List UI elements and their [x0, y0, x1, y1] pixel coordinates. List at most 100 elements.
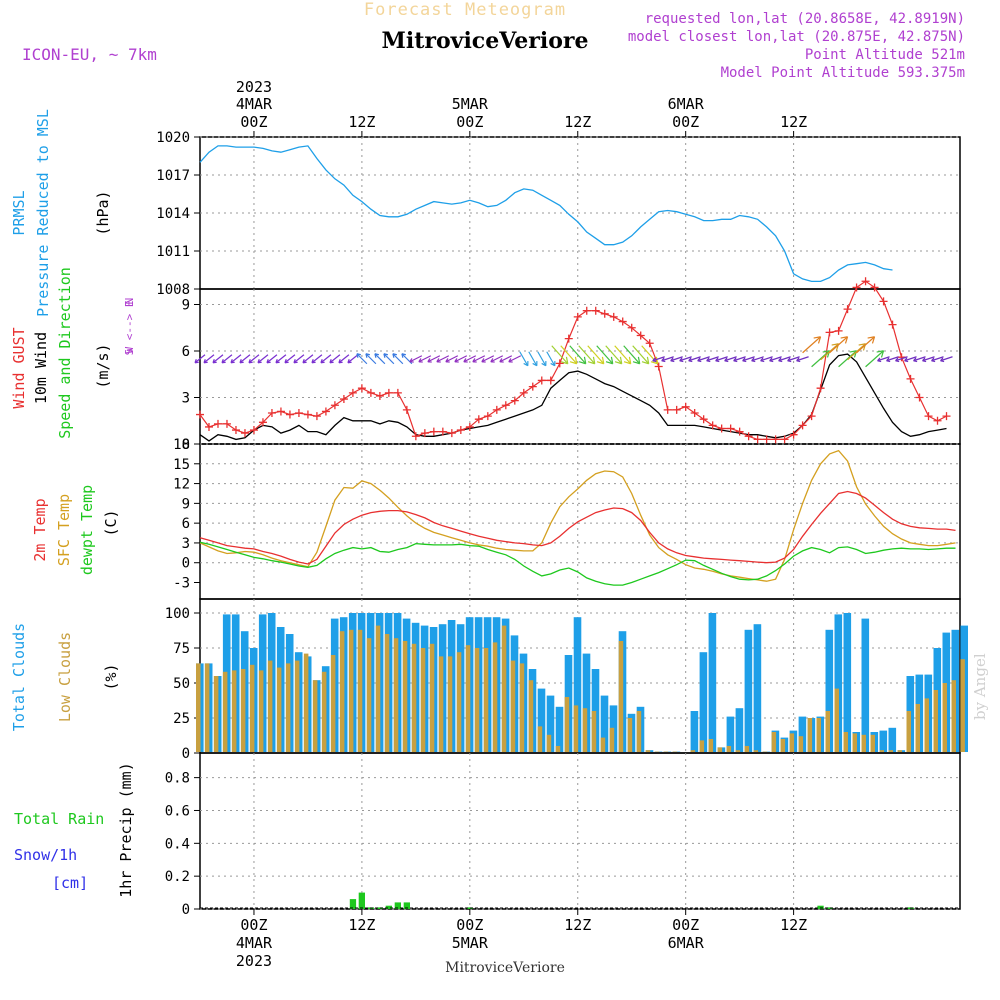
pressure-unit: (hPa): [94, 190, 112, 235]
wind-arrow-head: [541, 361, 547, 367]
wind-direction-arrow: [742, 356, 755, 362]
low-cloud-bar: [600, 737, 606, 752]
wind-direction-arrow: [847, 343, 866, 361]
wind-arrow-head: [266, 359, 271, 364]
low-cloud-bar: [429, 643, 435, 752]
wind-direction-arrow: [578, 345, 596, 365]
wind-dir-we: W <--> E: [123, 301, 136, 354]
gust-marker: [537, 376, 546, 385]
wind-arrow-head: [650, 356, 659, 365]
wind-arrow-head: [614, 356, 623, 365]
wind-arrow-head: [931, 357, 936, 363]
wind-direction-arrow: [838, 350, 857, 368]
wind-direction-arrow: [787, 356, 800, 362]
panel-frame-precip: [199, 752, 961, 910]
wind-arrow-head: [275, 359, 280, 364]
y-tick-label: 15: [173, 457, 190, 473]
gust-marker: [609, 312, 618, 321]
gust-marker: [843, 305, 852, 314]
y-tick-label: 1014: [156, 206, 190, 222]
wind-direction-arrow: [436, 355, 450, 363]
wind-arrow-head: [733, 357, 738, 363]
total-cloud-bar: [798, 716, 807, 752]
low-cloud-bar: [591, 711, 597, 752]
bottom-date-label: 4MAR: [236, 934, 273, 952]
gust-marker: [258, 418, 267, 427]
total-rain-label: Total Rain: [14, 810, 104, 828]
low-cloud-bar: [780, 739, 786, 752]
wind-direction-arrow: [587, 345, 605, 365]
gust-marker: [231, 426, 240, 435]
gust-marker: [861, 277, 870, 286]
gust-marker: [726, 424, 735, 433]
gust-marker: [834, 326, 843, 335]
gust-marker: [933, 416, 942, 425]
total-cloud-bar: [735, 708, 744, 752]
low-cloud-bar: [510, 660, 516, 752]
low-cloud-bar: [825, 711, 830, 752]
gust-marker: [717, 424, 726, 433]
low-cloud-bar: [267, 660, 273, 752]
low-cloud-bar: [276, 667, 282, 752]
wind-10m-label: 10m Wind: [32, 332, 50, 404]
wind-direction-arrow: [688, 356, 701, 362]
gust-marker: [663, 405, 672, 414]
wind-speed-dir-label: Speed and Direction: [56, 267, 74, 439]
top-date-label: 4MAR: [236, 95, 273, 113]
gust-marker: [888, 320, 897, 329]
gust-marker: [582, 306, 591, 315]
bottom-date-label: 6MAR: [668, 934, 705, 952]
y-tick-label: 0: [182, 437, 190, 453]
wind-arrow-head: [913, 357, 918, 363]
low-cloud-bar: [537, 726, 543, 752]
wind-direction-arrow: [365, 353, 377, 365]
gust-marker: [519, 388, 528, 397]
low-cloud-bar: [708, 739, 714, 752]
gust-marker: [573, 312, 582, 321]
panel-frame-temperature: [199, 443, 961, 600]
low-cloud-bar: [528, 680, 534, 752]
low-cloud-bar: [492, 642, 498, 752]
low-cloud-bar: [456, 652, 462, 752]
snow-unit: [cm]: [52, 874, 88, 892]
wind-arrow-head: [550, 361, 556, 367]
wind-direction-arrow: [769, 356, 782, 362]
gust-marker: [249, 426, 258, 435]
y-tick-label: 75: [173, 641, 190, 657]
y-tick-label: 0.8: [165, 771, 190, 787]
wind-direction-arrow: [409, 355, 423, 363]
y-tick-label: 9: [182, 298, 190, 314]
wind-direction-arrow: [427, 355, 441, 363]
low-cloud-bar: [564, 697, 570, 752]
total-cloud-bar: [753, 624, 762, 752]
gust-marker: [510, 396, 519, 405]
rain-bar: [349, 899, 357, 909]
gust-marker: [627, 323, 636, 332]
low-cloud-bar: [627, 718, 633, 752]
wind-arrow-head: [760, 357, 765, 363]
low-cloud-bar: [411, 643, 417, 752]
gust-marker: [204, 422, 213, 431]
wind-arrow-head: [652, 357, 657, 363]
top-hour-label: 00Z: [240, 113, 267, 131]
wind-direction-arrow: [392, 353, 404, 365]
low-cloud-bar: [501, 625, 507, 752]
footer-station: MitroviceVeriore: [445, 960, 565, 976]
low-cloud-bar: [798, 736, 804, 752]
wind-arrow-head: [605, 356, 614, 365]
wind-arrow-head: [895, 357, 900, 363]
wind-direction-arrow: [931, 356, 944, 362]
wind-arrow-head: [212, 359, 217, 364]
y-tick-label: 0: [182, 746, 190, 762]
y-tick-label: 6: [182, 344, 190, 360]
wind-direction-arrow: [733, 356, 746, 362]
wind-arrow-head: [374, 353, 380, 358]
wind-direction-arrow: [715, 356, 728, 362]
wind-arrow-head: [796, 357, 801, 363]
rain-bar: [403, 902, 410, 909]
low-cloud-bar: [609, 727, 615, 752]
gust-marker: [546, 376, 555, 385]
low-cloud-bar: [447, 656, 453, 752]
low-cloud-bar: [483, 648, 489, 752]
wind-arrow-head: [293, 359, 298, 364]
